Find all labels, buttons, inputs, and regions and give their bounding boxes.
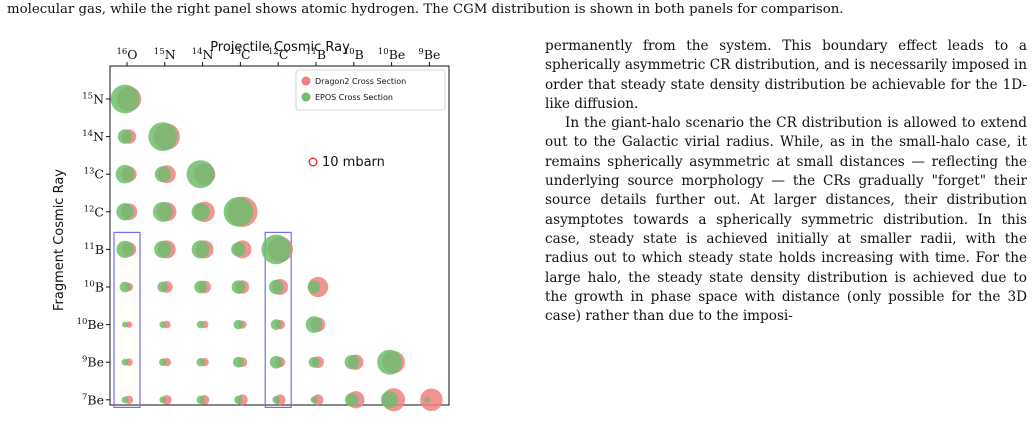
epos-bubble (231, 280, 246, 294)
epos-bubble (231, 242, 246, 257)
y-tick-label: 15N (82, 92, 104, 107)
x-tick-label: 10B (344, 47, 364, 62)
highlight-boxes (113, 231, 292, 408)
x-axis-title: Projectile Cosmic Ray (210, 40, 350, 55)
epos-bubble (191, 240, 210, 259)
epos-bubble (186, 160, 215, 189)
epos-bubble (148, 122, 178, 151)
legend-swatch-dragon2 (301, 76, 311, 86)
y-tick-label: 10Be (77, 317, 104, 332)
epos-bubble (196, 358, 205, 367)
epos-bubble (233, 319, 244, 330)
epos-bubble (308, 356, 320, 368)
epos-bubble (223, 197, 254, 227)
x-tick-label: 12C (268, 47, 288, 62)
x-tick-label: 13C (230, 47, 250, 62)
epos-bubble (310, 396, 318, 404)
y-axis-title: Fragment Cosmic Ray (52, 169, 67, 311)
epos-bubble (154, 240, 172, 259)
epos-bubble (345, 393, 359, 407)
epos-bubble (121, 396, 129, 404)
x-tick-label: 14N (192, 47, 214, 62)
epos-bubble (159, 396, 167, 404)
epos-bubble (270, 319, 282, 330)
y-tick-label: 9Be (82, 355, 104, 370)
dragon2-bubble (420, 388, 443, 412)
epos-bubble (159, 321, 167, 328)
paragraph-1: permanently from the system. This bounda… (545, 38, 1027, 112)
y-tick-label: 12C (84, 204, 104, 219)
figure-caption: molecular gas, while the right panel sho… (7, 2, 844, 17)
highlight-box (264, 231, 292, 408)
epos-bubble (154, 166, 171, 183)
epos-bubble (117, 129, 133, 144)
x-tick-label: 16O (116, 47, 137, 62)
epos-bubble (157, 281, 169, 293)
epos-bubble (196, 395, 205, 404)
x-tick-label: 10Be (378, 47, 405, 62)
cross-section-chart: Projectile Cosmic Ray Fragment Cosmic Ra… (52, 40, 450, 412)
epos-bubble (121, 358, 129, 366)
epos-bubble (159, 358, 167, 366)
epos-bubble (269, 355, 283, 369)
epos-bubble (305, 316, 323, 333)
epos-bubble (233, 356, 244, 368)
legend-box (295, 69, 446, 111)
y-tick-label: 10B (84, 280, 104, 295)
epos-bubble (115, 164, 135, 184)
legend-swatch-epos (301, 92, 311, 102)
epos-bubble (380, 391, 399, 409)
x-tick-label: 11B (306, 47, 326, 62)
size-scale-key: 10 mbarn (308, 155, 385, 170)
epos-bubble (344, 355, 359, 370)
epos-bubble (307, 280, 321, 294)
bubble-layer (110, 84, 443, 412)
x-axis-ticks: 16O 15N 14N 13C 12C 11B 10B 10Be 9Be (116, 47, 440, 66)
highlight-box (113, 231, 141, 408)
x-tick-label: 9Be (418, 47, 440, 62)
y-tick-label: 11B (84, 242, 104, 257)
scale-marker-circle (308, 157, 318, 167)
y-tick-label: 7Be (82, 392, 104, 407)
epos-bubble (269, 279, 284, 295)
x-tick-label: 15N (154, 47, 176, 62)
epos-bubble (116, 203, 134, 221)
y-tick-label: 14N (82, 129, 104, 144)
body-text: permanently from the system. This bounda… (545, 37, 1027, 326)
epos-bubble (110, 84, 140, 114)
epos-bubble (116, 240, 134, 259)
paragraph-2: In the giant-halo scenario the CR distri… (545, 115, 1027, 325)
epos-bubble (234, 395, 243, 404)
epos-bubble (261, 234, 291, 265)
epos-bubble (377, 349, 403, 375)
epos-bubble (194, 280, 207, 294)
epos-bubble (191, 202, 210, 221)
epos-bubble (119, 281, 131, 293)
cross-section-figure: Projectile Cosmic Ray Fragment Cosmic Ra… (0, 22, 530, 445)
y-tick-label: 13C (84, 167, 104, 182)
epos-bubble (272, 396, 280, 404)
y-axis-ticks: 15N 14N 13C 12C 11B 10B 10Be 9Be 7Be (77, 92, 110, 407)
epos-bubble (424, 396, 431, 403)
epos-bubble (122, 321, 128, 328)
epos-bubble (152, 201, 173, 222)
legend: Dragon2 Cross Section EPOS Cross Section (295, 69, 446, 111)
legend-label-epos: EPOS Cross Section (315, 93, 393, 102)
legend-label-dragon2: Dragon2 Cross Section (315, 77, 406, 86)
epos-bubble (196, 320, 205, 329)
scale-marker-label: 10 mbarn (322, 155, 385, 170)
